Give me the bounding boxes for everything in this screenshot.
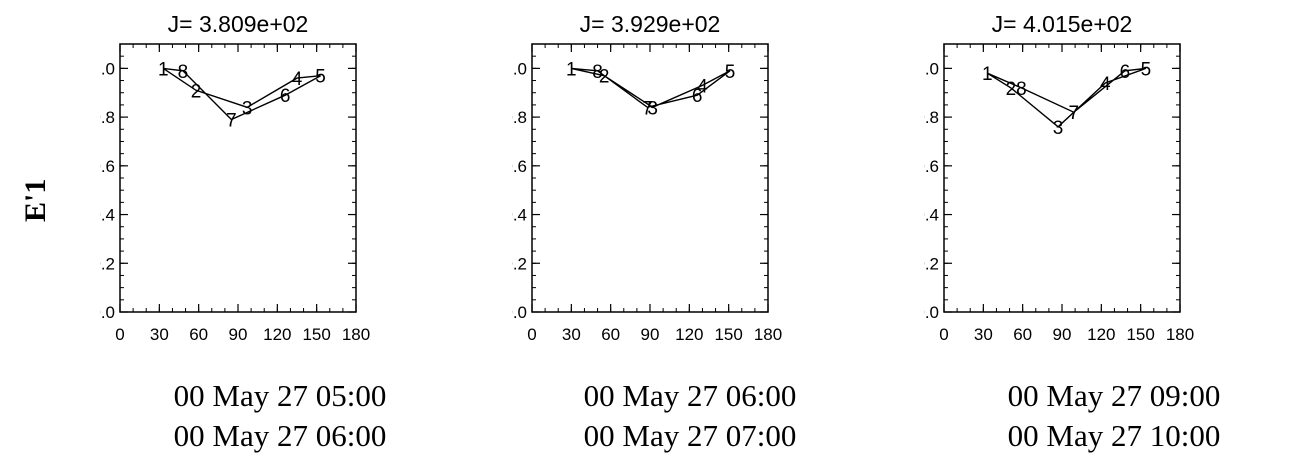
point-label: 6: [280, 86, 291, 107]
point-label: 7: [226, 111, 237, 132]
x-tick-label: 90: [1053, 325, 1072, 344]
point-label: 6: [1120, 62, 1131, 83]
plot-frame: [943, 43, 1181, 313]
y-tick-label: 0.4: [100, 206, 115, 225]
x-tick-label: 30: [150, 325, 169, 344]
point-label: 8: [592, 62, 603, 83]
y-tick-label: 0.8: [100, 108, 115, 127]
x-tick-label: 0: [115, 325, 124, 344]
y-tick-label: 0.2: [512, 254, 527, 273]
data-line: [571, 67, 731, 109]
data-line: [986, 67, 1147, 128]
chart-title: J= 3.929e+02: [580, 11, 721, 37]
caption-line-1: 00 May 27 05:00: [173, 378, 387, 413]
chart-title: J= 4.015e+02: [992, 11, 1133, 37]
point-label: 4: [697, 76, 708, 97]
y-axis-label: E'1: [19, 178, 52, 222]
y-tick-label: 0.6: [100, 157, 115, 176]
x-tick-label: 60: [1013, 325, 1032, 344]
caption-line-2: 00 May 27 10:00: [1007, 418, 1221, 453]
y-tick-label: 0.2: [100, 254, 115, 273]
y-tick-label: 1.0: [924, 59, 939, 78]
caption-line-1: 00 May 27 09:00: [1007, 378, 1221, 413]
y-tick-label: 0.8: [924, 108, 939, 127]
point-label: 2: [599, 67, 610, 88]
y-tick-label: 0.6: [924, 157, 939, 176]
point-label: 7: [642, 98, 653, 119]
caption-line-1: 00 May 27 06:00: [583, 378, 797, 413]
caption-panel-3: 00 May 27 09:00 00 May 27 10:00: [954, 376, 1274, 456]
point-label: 3: [1053, 118, 1064, 139]
point-label: 8: [1016, 79, 1027, 100]
point-label: 5: [725, 62, 736, 83]
point-label: 1: [982, 64, 993, 85]
y-tick-label: 0.0: [512, 303, 527, 322]
y-tick-label: 0.4: [512, 206, 527, 225]
x-tick-label: 150: [302, 325, 330, 344]
point-label: 3: [647, 98, 658, 119]
x-tick-label: 150: [714, 325, 742, 344]
x-tick-label: 60: [601, 325, 620, 344]
point-label: 6: [692, 86, 703, 107]
x-tick-label: 120: [263, 325, 291, 344]
y-tick-label: 0.6: [512, 157, 527, 176]
x-tick-label: 60: [189, 325, 208, 344]
x-tick-label: 180: [754, 325, 782, 344]
point-label: 1: [566, 59, 577, 80]
point-label: 2: [1006, 79, 1017, 100]
y-tick-label: 0.8: [512, 108, 527, 127]
chart-panel-1: J= 3.809e+02 0 30 60 90 120 150 180 0.0 0.2 0.4 0.6…: [100, 11, 370, 344]
point-label: 8: [178, 62, 189, 83]
point-label: 7: [1069, 103, 1080, 124]
point-label: 1: [158, 59, 169, 80]
x-tick-label: 0: [939, 325, 948, 344]
x-tick-label: 0: [527, 325, 536, 344]
y-tick-label: 0.0: [100, 303, 115, 322]
data-line: [162, 67, 321, 121]
y-tick-label: 1.0: [512, 59, 527, 78]
x-tick-label: 30: [562, 325, 581, 344]
point-label: 2: [191, 81, 202, 102]
caption-line-2: 00 May 27 06:00: [173, 418, 387, 453]
point-label: 4: [292, 69, 303, 90]
chart-panel-2: J= 3.929e+02 0 30 60 90 120 150 180 0.0 0.2 0.4 0.6…: [512, 11, 782, 344]
x-tick-label: 180: [1166, 325, 1194, 344]
plot-frame: [531, 43, 769, 313]
y-tick-label: 0.2: [924, 254, 939, 273]
x-tick-label: 90: [641, 325, 660, 344]
caption-panel-2: 00 May 27 06:00 00 May 27 07:00: [530, 376, 850, 456]
caption-panel-1: 00 May 27 05:00 00 May 27 06:00: [120, 376, 440, 456]
chart-panel-3: J= 4.015e+02 0 30 60 90 120 150 180 0.0 0.2 0.4 0.6…: [924, 11, 1194, 344]
x-tick-label: 120: [675, 325, 703, 344]
x-tick-label: 30: [974, 325, 993, 344]
caption-line-2: 00 May 27 07:00: [583, 418, 797, 453]
point-label: 5: [315, 67, 326, 88]
y-tick-label: 0.4: [924, 206, 939, 225]
x-tick-label: 90: [229, 325, 248, 344]
x-tick-label: 120: [1087, 325, 1115, 344]
y-tick-label: 1.0: [100, 59, 115, 78]
point-label: 5: [1141, 59, 1152, 80]
point-label: 4: [1100, 74, 1111, 95]
y-tick-label: 0.0: [924, 303, 939, 322]
point-label: 3: [242, 98, 253, 119]
x-tick-label: 180: [342, 325, 370, 344]
x-tick-label: 150: [1126, 325, 1154, 344]
chart-title: J= 3.809e+02: [168, 11, 309, 37]
